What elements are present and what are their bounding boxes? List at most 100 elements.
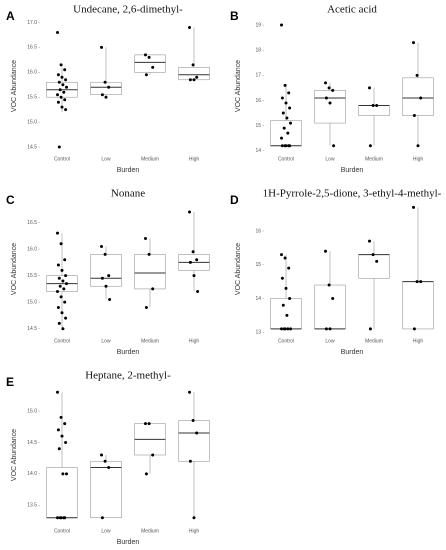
data-point <box>59 95 63 99</box>
data-point <box>63 98 67 102</box>
panel-letter: C <box>6 193 15 207</box>
data-point <box>280 136 283 140</box>
data-point <box>191 250 195 254</box>
data-point <box>56 305 60 309</box>
data-point <box>412 41 415 45</box>
panel-letter: B <box>230 9 239 23</box>
panel-title: Acetic acid <box>327 4 377 16</box>
data-point <box>283 327 287 331</box>
data-point <box>107 85 111 89</box>
y-tick-label: 14 <box>255 296 261 302</box>
data-point <box>412 205 415 209</box>
data-point <box>280 144 284 148</box>
x-axis-label: Burden <box>341 167 364 174</box>
data-point <box>331 88 335 92</box>
data-point <box>59 63 63 67</box>
panel-letter: E <box>6 375 14 389</box>
data-point <box>64 274 68 278</box>
y-tick-label: 14.5 <box>27 326 37 332</box>
data-point <box>61 472 65 476</box>
data-point <box>288 144 292 148</box>
data-point <box>56 263 60 267</box>
data-point <box>61 279 65 283</box>
box <box>314 90 346 124</box>
box <box>178 420 210 462</box>
panel-letter: A <box>6 9 15 23</box>
y-tick-label: 14 <box>255 148 261 154</box>
data-point <box>280 253 283 257</box>
data-point <box>188 260 192 264</box>
data-point <box>60 105 64 109</box>
data-point <box>59 295 63 299</box>
data-point <box>144 422 147 426</box>
data-point <box>144 305 148 309</box>
data-point <box>280 96 284 100</box>
data-point <box>368 86 371 90</box>
data-point <box>196 290 200 294</box>
y-tick-label: 15.0 <box>27 119 37 125</box>
data-point <box>195 258 199 262</box>
data-point <box>103 80 107 84</box>
box <box>402 281 434 330</box>
data-point <box>57 80 61 84</box>
x-tick-label: Low <box>101 156 111 162</box>
data-point <box>60 311 64 315</box>
data-point <box>412 327 416 331</box>
data-point <box>285 313 289 317</box>
x-tick-label: Medium <box>141 528 159 534</box>
data-point <box>328 327 332 331</box>
data-point <box>375 103 379 107</box>
x-tick-label: Control <box>278 338 294 344</box>
data-point <box>371 103 375 107</box>
x-tick-label: Medium <box>365 156 383 162</box>
data-point <box>324 249 327 253</box>
y-tick-label: 16.5 <box>27 220 37 226</box>
box <box>90 460 122 519</box>
x-axis-label: Burden <box>117 539 140 546</box>
data-point <box>59 415 63 419</box>
data-point <box>375 259 379 263</box>
data-point <box>192 78 196 82</box>
data-point <box>58 88 62 92</box>
data-point <box>58 284 62 288</box>
data-point <box>188 210 191 214</box>
data-point <box>107 274 111 278</box>
data-point <box>59 516 63 520</box>
data-point <box>415 280 419 284</box>
data-point <box>284 286 288 290</box>
data-point <box>56 93 59 97</box>
data-point <box>147 422 151 426</box>
data-point <box>61 327 65 331</box>
data-point <box>371 253 375 257</box>
box <box>358 105 390 116</box>
y-tick-label: 15.0 <box>27 299 37 305</box>
y-tick-label: 15 <box>255 123 261 129</box>
data-point <box>191 419 195 422</box>
data-point <box>147 55 151 59</box>
data-point <box>281 111 285 115</box>
x-tick-label: Low <box>325 338 335 344</box>
panel-letter: D <box>230 193 239 207</box>
box <box>134 54 166 73</box>
data-point <box>144 53 147 57</box>
box <box>402 77 434 116</box>
data-point <box>56 390 59 394</box>
data-point <box>284 144 288 148</box>
data-point <box>286 327 290 331</box>
y-axis-label: VOC Abundance <box>235 60 242 112</box>
data-point <box>280 23 283 27</box>
data-point <box>281 303 285 307</box>
data-point <box>192 274 196 278</box>
y-tick-label: 14.5 <box>27 440 37 446</box>
data-point <box>324 327 328 331</box>
y-tick-label: 16.0 <box>27 70 37 76</box>
data-point <box>368 144 372 148</box>
x-tick-label: Low <box>101 338 111 344</box>
panel-title: Heptane, 2-methyl- <box>85 370 171 382</box>
x-tick-label: Medium <box>365 338 383 344</box>
data-point <box>61 83 65 87</box>
data-point <box>283 83 287 87</box>
data-point <box>60 268 64 272</box>
panel-title: Undecane, 2,6-dimethyl- <box>73 4 183 16</box>
y-tick-label: 15.5 <box>27 273 37 279</box>
